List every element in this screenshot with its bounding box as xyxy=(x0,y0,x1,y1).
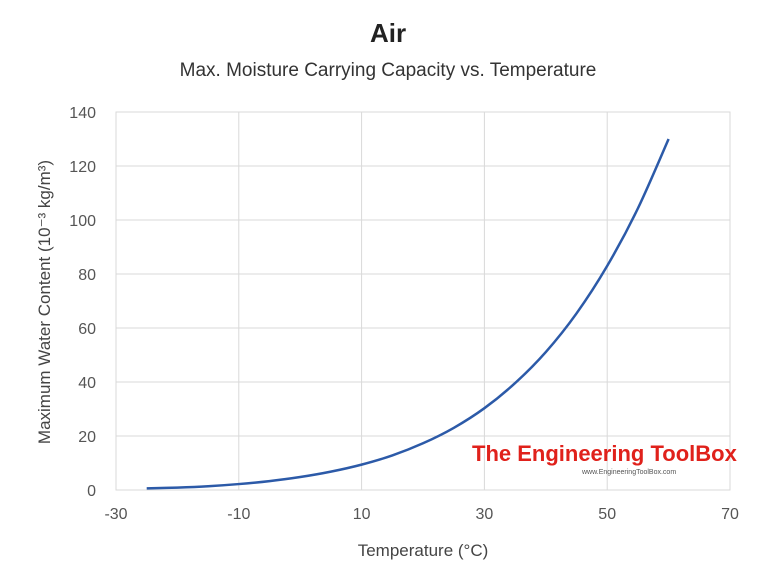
x-tick-label: 10 xyxy=(353,506,371,523)
gridlines xyxy=(115,111,731,491)
plot-area xyxy=(115,111,731,491)
y-axis-ticks: 0 20 40 60 80 100 120 140 xyxy=(69,105,96,500)
chart-subtitle: Max. Moisture Carrying Capacity vs. Temp… xyxy=(179,60,597,81)
x-tick-label: 30 xyxy=(476,506,494,523)
watermark-url: www.EngineeringToolBox.com xyxy=(581,469,676,476)
watermark-title: The Engineering ToolBox xyxy=(472,441,738,466)
y-axis-label: Maximum Water Content (10⁻³ kg/m³) xyxy=(35,160,54,444)
y-tick-label: 140 xyxy=(69,105,96,122)
y-tick-label: 100 xyxy=(69,213,96,230)
x-tick-label: 50 xyxy=(598,506,616,523)
x-axis-label: Temperature (°C) xyxy=(358,541,489,560)
y-tick-label: 80 xyxy=(78,267,96,284)
x-axis-ticks: -30 -10 10 30 50 70 xyxy=(104,506,739,523)
y-tick-label: 20 xyxy=(78,429,96,446)
x-tick-label: -30 xyxy=(104,506,127,523)
series-line xyxy=(146,138,670,490)
y-tick-label: 40 xyxy=(78,375,96,392)
x-tick-label: -10 xyxy=(227,506,250,523)
x-tick-label: 70 xyxy=(721,506,739,523)
y-tick-label: 120 xyxy=(69,159,96,176)
chart-title: Air xyxy=(369,18,407,48)
y-tick-label: 0 xyxy=(87,483,96,500)
y-tick-label: 60 xyxy=(78,321,96,338)
